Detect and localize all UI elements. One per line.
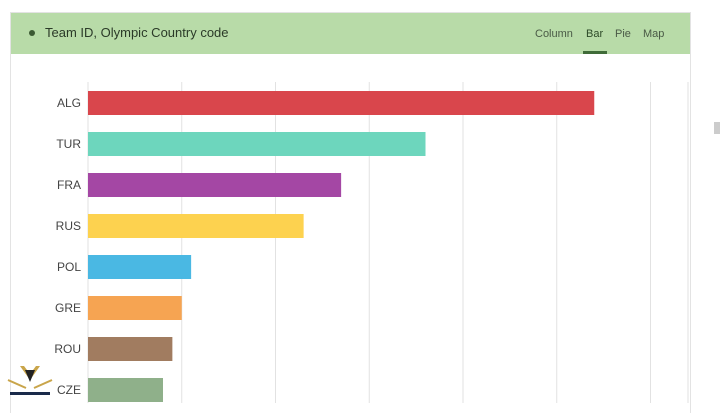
panel-title: Team ID, Olympic Country code bbox=[45, 25, 229, 40]
tab-map[interactable]: Map bbox=[643, 28, 665, 40]
tab-pie[interactable]: Pie bbox=[615, 28, 631, 40]
tab-column[interactable]: Column bbox=[535, 28, 573, 40]
panel-header: Team ID, Olympic Country code Column Bar… bbox=[11, 13, 690, 54]
watermark-logo bbox=[7, 366, 53, 395]
scrollbar[interactable] bbox=[714, 122, 720, 134]
tab-bar[interactable]: Bar bbox=[586, 28, 604, 40]
bullet-icon bbox=[29, 30, 35, 36]
active-tab-indicator bbox=[583, 51, 607, 54]
chart-panel: Team ID, Olympic Country code Column Bar… bbox=[10, 12, 691, 413]
